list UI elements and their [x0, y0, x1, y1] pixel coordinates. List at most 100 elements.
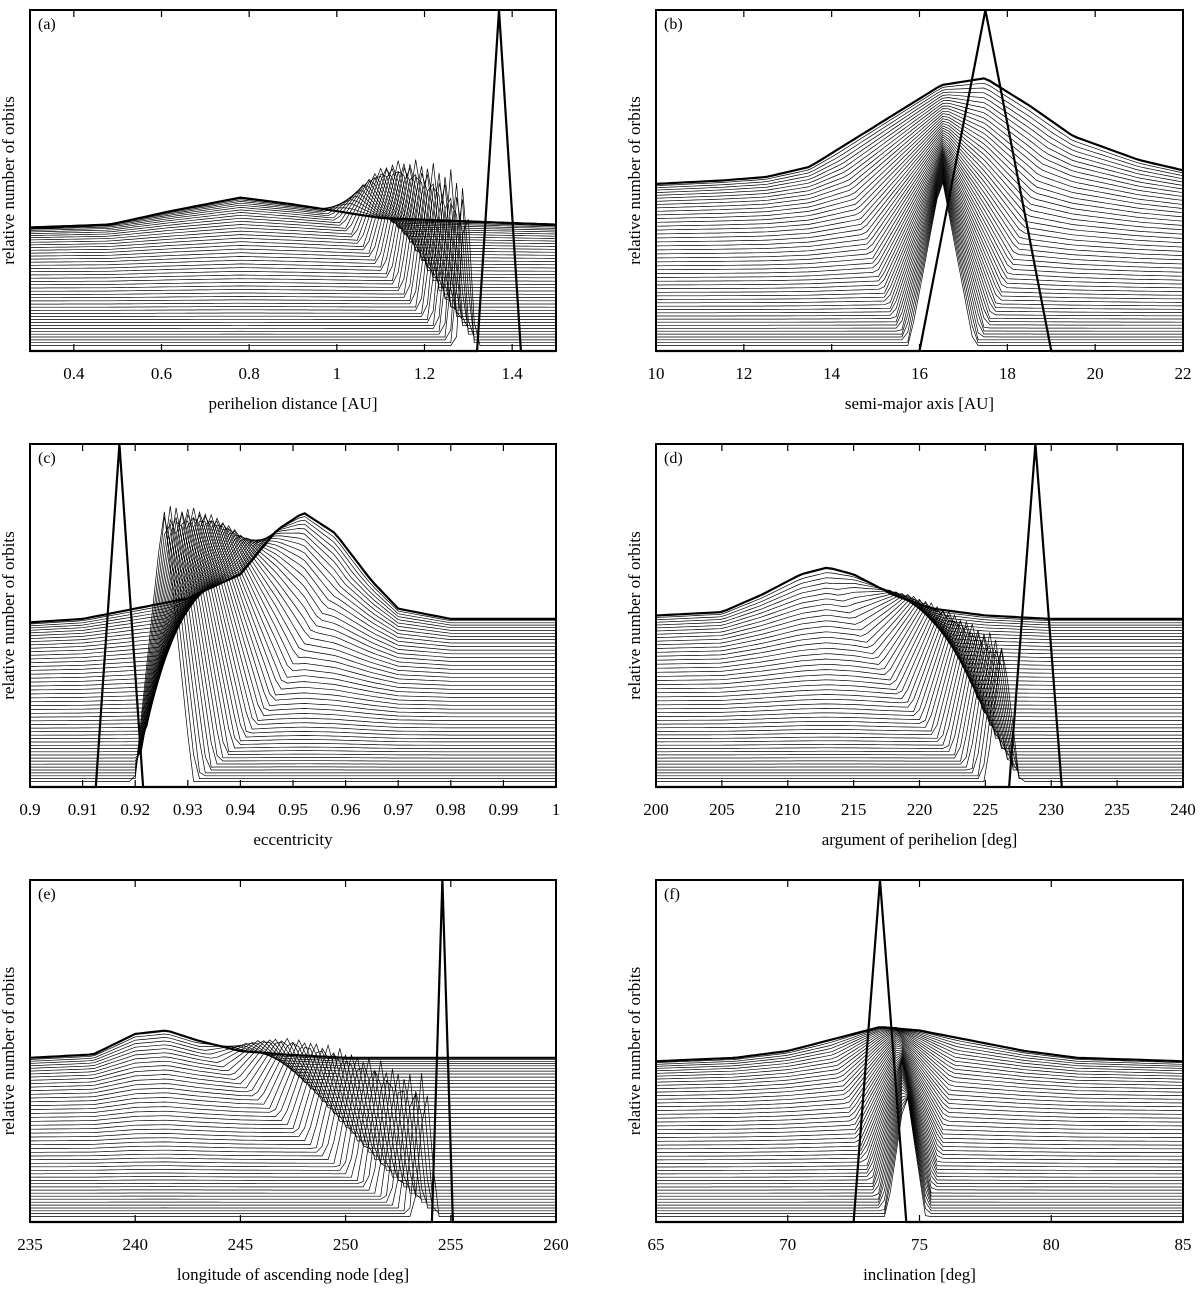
- series-line: [29, 537, 556, 639]
- series-line: [29, 516, 556, 625]
- series-line: [30, 523, 556, 777]
- series-line: [655, 591, 1183, 634]
- series-line: [30, 184, 556, 320]
- series-line: [656, 619, 1183, 729]
- series-line: [656, 1041, 1183, 1115]
- series-line: [655, 113, 1184, 216]
- series-line: [30, 516, 556, 779]
- series-line: [656, 142, 1184, 267]
- x-tick-label: 0.92: [120, 800, 150, 819]
- series-line: [656, 648, 1183, 779]
- y-axis-label: relative number of orbits: [0, 531, 18, 700]
- series-line: [29, 173, 557, 239]
- series-line: [30, 186, 556, 311]
- series-line: [655, 598, 1183, 662]
- final-distribution-line: [655, 77, 1184, 185]
- series-line: [29, 160, 557, 263]
- series-line: [30, 515, 556, 718]
- series-line: [656, 1061, 1183, 1168]
- series-line: [29, 177, 557, 236]
- series-line: [656, 150, 1183, 286]
- x-tick-label: 85: [1175, 1235, 1192, 1254]
- series-line: [656, 610, 1183, 714]
- series-line: [656, 138, 1184, 259]
- series-line: [30, 166, 556, 292]
- series-line: [655, 1032, 1184, 1097]
- series-line: [29, 168, 556, 251]
- x-axis-label: inclination [deg]: [863, 1265, 976, 1284]
- series-line: [30, 1079, 556, 1203]
- series-line: [30, 517, 556, 768]
- series-line: [30, 167, 556, 276]
- series-line: [656, 602, 1183, 686]
- series-line: [656, 620, 1183, 739]
- x-tick-label: 1: [552, 800, 561, 819]
- series-line: [656, 1095, 1183, 1209]
- series-line: [655, 1049, 1184, 1131]
- series-line: [30, 188, 556, 344]
- x-tick-label: 245: [228, 1235, 254, 1254]
- series-line: [655, 1043, 1184, 1119]
- x-tick-label: 65: [648, 1235, 665, 1254]
- series-line: [29, 534, 556, 664]
- initial-distribution-line: [656, 443, 1183, 789]
- series-line: [656, 174, 1183, 335]
- series-line: [29, 529, 556, 667]
- series-line: [655, 606, 1183, 682]
- series-line: [656, 1064, 1183, 1175]
- series-line: [29, 519, 556, 627]
- series-line: [30, 513, 556, 722]
- series-line: [655, 1027, 1184, 1067]
- series-line: [29, 1041, 556, 1103]
- series-line: [29, 535, 556, 636]
- series-line: [656, 175, 1183, 338]
- series-line: [30, 1067, 556, 1168]
- final-distribution-line: [29, 1029, 556, 1059]
- x-tick-label: 220: [907, 800, 933, 819]
- series-line: [656, 650, 1183, 771]
- series-line: [29, 166, 557, 248]
- x-tick-label: 12: [735, 364, 752, 383]
- series-line: [30, 168, 556, 302]
- series-line: [29, 1069, 556, 1178]
- series-line: [30, 171, 557, 266]
- series-line: [656, 134, 1184, 251]
- series-line: [655, 130, 1184, 243]
- series-line: [29, 184, 557, 231]
- series-line: [29, 1037, 556, 1062]
- series-line: [30, 182, 556, 335]
- series-line: [30, 1061, 556, 1157]
- x-tick-label: 0.6: [151, 364, 172, 383]
- series-line: [30, 1073, 556, 1206]
- series-line: [655, 606, 1183, 694]
- series-line: [656, 634, 1183, 749]
- series-line: [656, 633, 1183, 756]
- series-line: [30, 168, 557, 254]
- series-line: [656, 170, 1183, 329]
- series-line: [29, 1042, 556, 1069]
- series-line: [655, 610, 1183, 702]
- x-tick-label: 14: [823, 364, 841, 383]
- series-line: [30, 1080, 556, 1191]
- series-line: [655, 152, 1184, 290]
- series-line: [30, 1054, 556, 1161]
- final-distribution-line: [29, 512, 556, 624]
- series-line: [656, 167, 1183, 323]
- series-line: [30, 1061, 556, 1171]
- series-line: [30, 520, 556, 753]
- series-line: [29, 539, 556, 646]
- series-line: [655, 105, 1184, 205]
- series-line: [656, 633, 1183, 762]
- x-tick-label: 250: [333, 1235, 359, 1254]
- panel-b: 10 12 14 16 18 20 22 (b) semi-major axis [AU] …: [625, 9, 1192, 413]
- series-line: [655, 1030, 1184, 1090]
- series-line: [656, 156, 1184, 300]
- series-line: [29, 1041, 556, 1092]
- series-line: [655, 97, 1184, 196]
- series-line: [656, 149, 1184, 282]
- series-line: [656, 179, 1183, 344]
- y-axis-label: relative number of orbits: [0, 967, 18, 1136]
- series-line: [655, 1031, 1183, 1093]
- series-line: [29, 523, 556, 629]
- series-line: [29, 1039, 556, 1084]
